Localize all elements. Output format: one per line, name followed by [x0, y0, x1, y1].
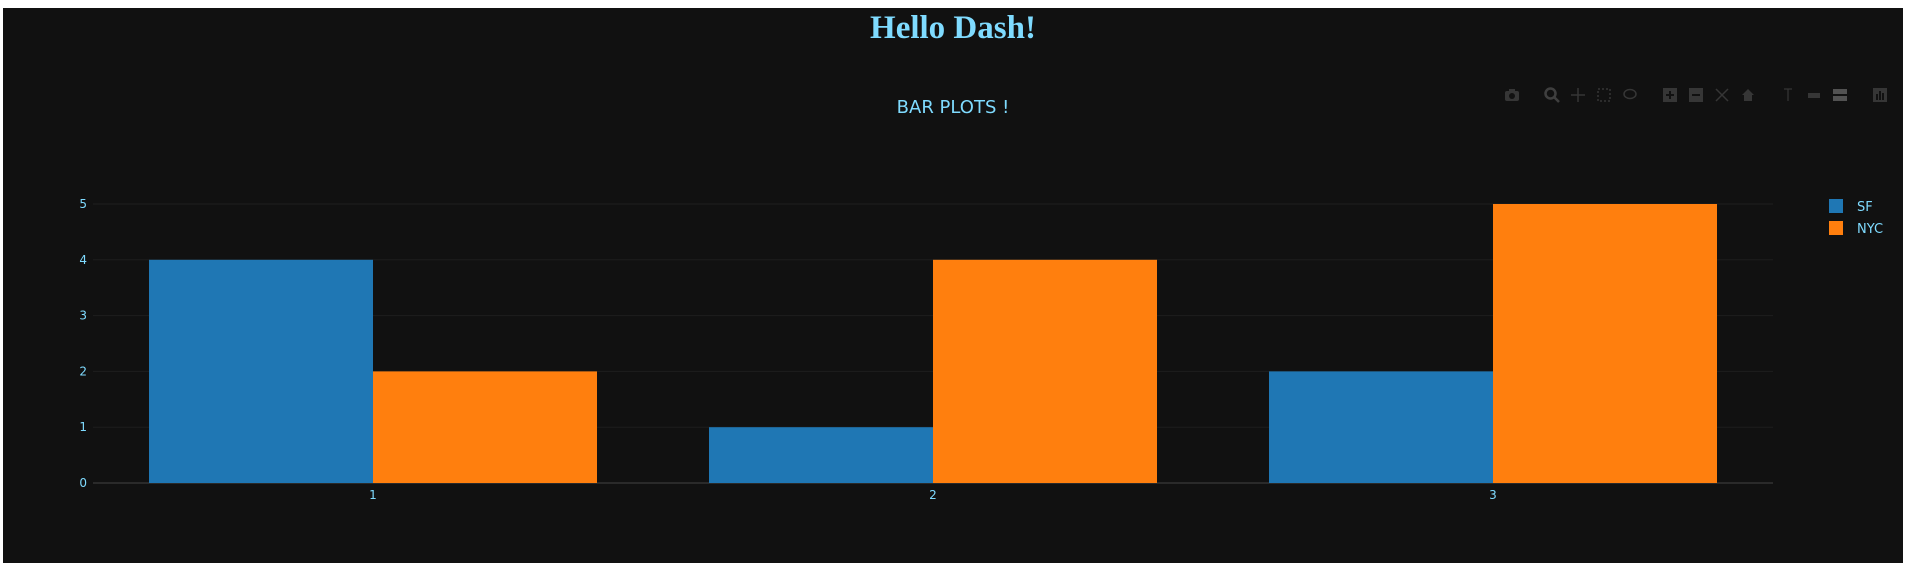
lasso-select-icon[interactable] — [1619, 84, 1641, 106]
legend-label-sf[interactable]: SF — [1857, 200, 1873, 215]
x-tick-label: 1 — [369, 488, 377, 502]
reset-axes-icon[interactable] — [1737, 84, 1759, 106]
spike-lines-icon[interactable] — [1777, 84, 1799, 106]
zoom-out-icon[interactable] — [1685, 84, 1707, 106]
pan-icon[interactable] — [1567, 84, 1589, 106]
y-tick-label: 4 — [79, 253, 87, 267]
bar-sf-3[interactable] — [1269, 371, 1493, 483]
legend: SF NYC — [1829, 199, 1883, 237]
bar-graph[interactable]: 0 1 2 3 4 5 1 2 3 BAR PLOTS ! SF NYC — [3, 58, 1903, 563]
y-tick-label: 3 — [79, 309, 87, 323]
dash-app: Hello Dash! — [3, 8, 1903, 563]
bar-nyc-1[interactable] — [373, 371, 597, 483]
page-title: Hello Dash! — [870, 10, 1036, 46]
y-tick-label: 0 — [79, 476, 87, 490]
legend-swatch-nyc[interactable] — [1829, 221, 1843, 235]
y-tick-labels: 0 1 2 3 4 5 — [79, 197, 87, 490]
bars — [149, 204, 1717, 483]
y-tick-label: 2 — [79, 364, 87, 378]
x-tick-label: 3 — [1489, 488, 1497, 502]
camera-icon[interactable] — [1501, 84, 1523, 106]
x-tick-label: 2 — [929, 488, 937, 502]
box-select-icon[interactable] — [1593, 84, 1615, 106]
bar-sf-2[interactable] — [709, 427, 933, 483]
bar-nyc-2[interactable] — [933, 259, 1157, 483]
x-tick-labels: 1 2 3 — [369, 488, 1497, 502]
autoscale-icon[interactable] — [1711, 84, 1733, 106]
legend-swatch-sf[interactable] — [1829, 199, 1843, 213]
y-tick-label: 5 — [79, 197, 87, 211]
bar-nyc-3[interactable] — [1493, 204, 1717, 483]
chart-title: BAR PLOTS ! — [897, 97, 1010, 118]
zoom-in-icon[interactable] — [1659, 84, 1681, 106]
legend-label-nyc[interactable]: NYC — [1857, 222, 1883, 237]
bar-sf-1[interactable] — [149, 259, 373, 483]
bar-chart: 0 1 2 3 4 5 1 2 3 BAR PLOTS ! SF NYC — [79, 97, 1883, 502]
y-tick-label: 1 — [79, 420, 87, 434]
hover-closest-icon[interactable] — [1803, 84, 1825, 106]
hover-compare-icon[interactable] — [1829, 84, 1851, 106]
zoom-icon[interactable] — [1541, 84, 1563, 106]
modebar — [1485, 84, 1893, 106]
plotly-logo-icon[interactable] — [1869, 84, 1891, 106]
